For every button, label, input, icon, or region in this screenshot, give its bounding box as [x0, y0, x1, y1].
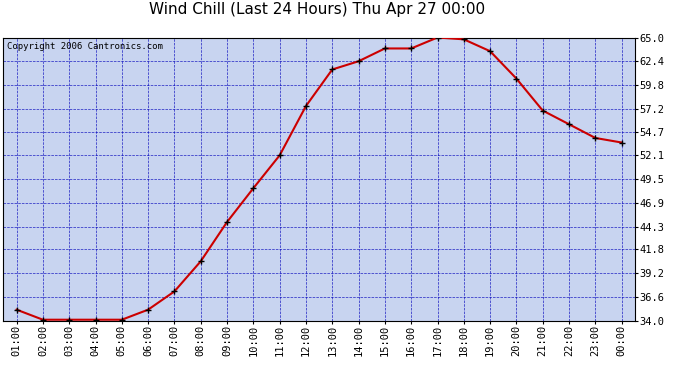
Text: Copyright 2006 Cantronics.com: Copyright 2006 Cantronics.com: [7, 42, 162, 51]
Text: Wind Chill (Last 24 Hours) Thu Apr 27 00:00: Wind Chill (Last 24 Hours) Thu Apr 27 00…: [149, 2, 486, 17]
